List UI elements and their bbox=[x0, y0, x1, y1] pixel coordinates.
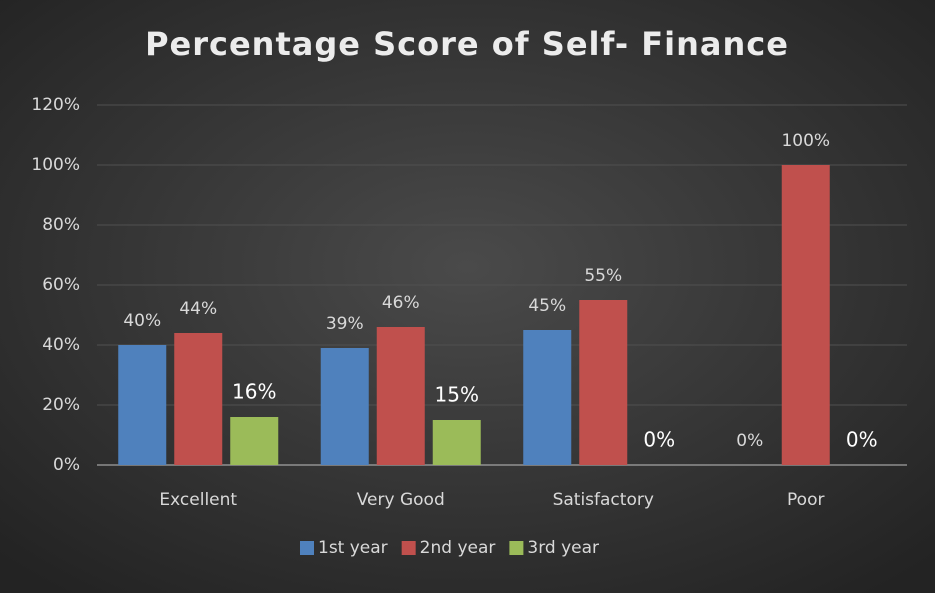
y-tick-label: 80% bbox=[42, 215, 80, 235]
y-tick-label: 60% bbox=[42, 275, 80, 295]
x-tick-label: Satisfactory bbox=[553, 490, 654, 510]
value-label: 55% bbox=[584, 266, 622, 286]
y-tick-label: 120% bbox=[31, 95, 80, 115]
legend-label: 1st year bbox=[318, 538, 388, 558]
y-tick-label: 40% bbox=[42, 335, 80, 355]
bar bbox=[579, 300, 628, 465]
value-label: 46% bbox=[382, 293, 420, 313]
value-label: 100% bbox=[781, 131, 830, 151]
value-label: 0% bbox=[846, 428, 878, 452]
legend-swatch bbox=[401, 541, 416, 555]
y-tick-label: 20% bbox=[42, 395, 80, 415]
legend-label: 3rd year bbox=[527, 538, 599, 558]
legend-swatch bbox=[509, 541, 524, 555]
x-tick-label: Excellent bbox=[159, 490, 237, 510]
value-label: 44% bbox=[179, 299, 217, 319]
y-tick-label: 0% bbox=[53, 455, 80, 475]
bar bbox=[376, 327, 425, 465]
value-label: 16% bbox=[232, 380, 276, 404]
bar bbox=[432, 420, 481, 465]
y-tick-label: 100% bbox=[31, 155, 80, 175]
legend-swatch bbox=[300, 541, 314, 555]
bar bbox=[523, 330, 572, 465]
chart-title: Percentage Score of Self- Finance bbox=[145, 25, 789, 63]
bar bbox=[174, 333, 223, 465]
value-label: 15% bbox=[435, 383, 479, 407]
value-label: 39% bbox=[326, 314, 364, 334]
x-tick-label: Poor bbox=[787, 490, 824, 510]
bar bbox=[320, 348, 369, 465]
bar bbox=[781, 165, 830, 465]
legend-label: 2nd year bbox=[420, 538, 496, 558]
x-tick-label: Very Good bbox=[357, 490, 445, 510]
bar bbox=[230, 417, 279, 465]
value-label: 0% bbox=[643, 428, 675, 452]
value-label: 40% bbox=[123, 311, 161, 331]
bar bbox=[118, 345, 167, 465]
value-label: 0% bbox=[736, 431, 763, 451]
value-label: 45% bbox=[528, 296, 566, 316]
